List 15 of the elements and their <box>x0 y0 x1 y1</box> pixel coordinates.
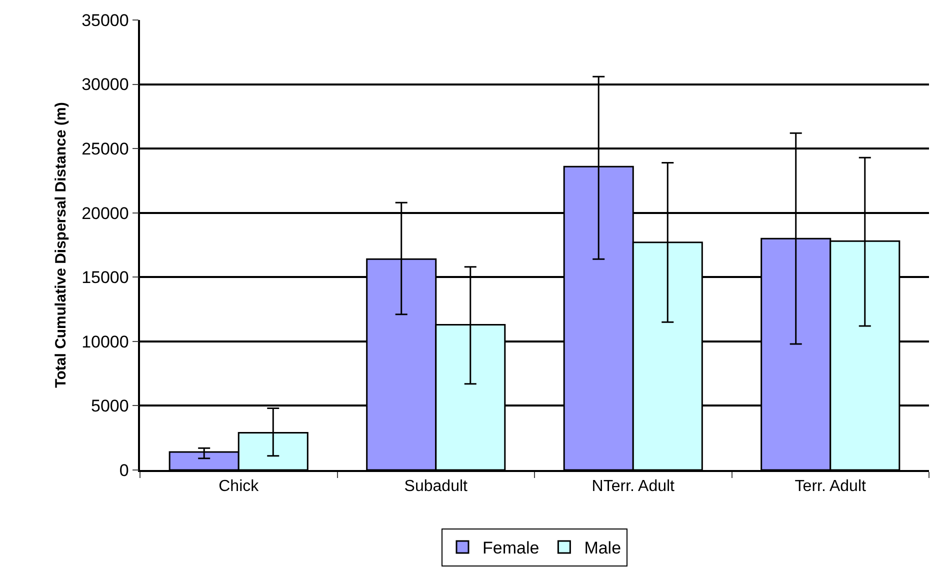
y-axis-title: Total Cumulative Dispersal Distance (m) <box>52 102 70 388</box>
x-tick-label: NTerr. Adult <box>592 478 676 495</box>
x-tick-label: Chick <box>218 478 260 495</box>
y-tick-label: 5000 <box>91 396 129 416</box>
y-tick-label: 0 <box>119 460 129 480</box>
y-tick-label: 35000 <box>82 10 129 30</box>
legend-label: Female <box>482 538 540 558</box>
x-tick-label: Subadult <box>404 478 468 495</box>
x-tick-label: Terr. Adult <box>794 478 867 495</box>
y-tick-label: 15000 <box>82 268 129 288</box>
y-tick-label: 20000 <box>82 204 129 223</box>
y-tick-label: 30000 <box>82 75 129 94</box>
legend-label: Male <box>584 538 622 558</box>
y-tick-label: 10000 <box>82 332 129 352</box>
y-tick-label: 25000 <box>82 140 129 159</box>
